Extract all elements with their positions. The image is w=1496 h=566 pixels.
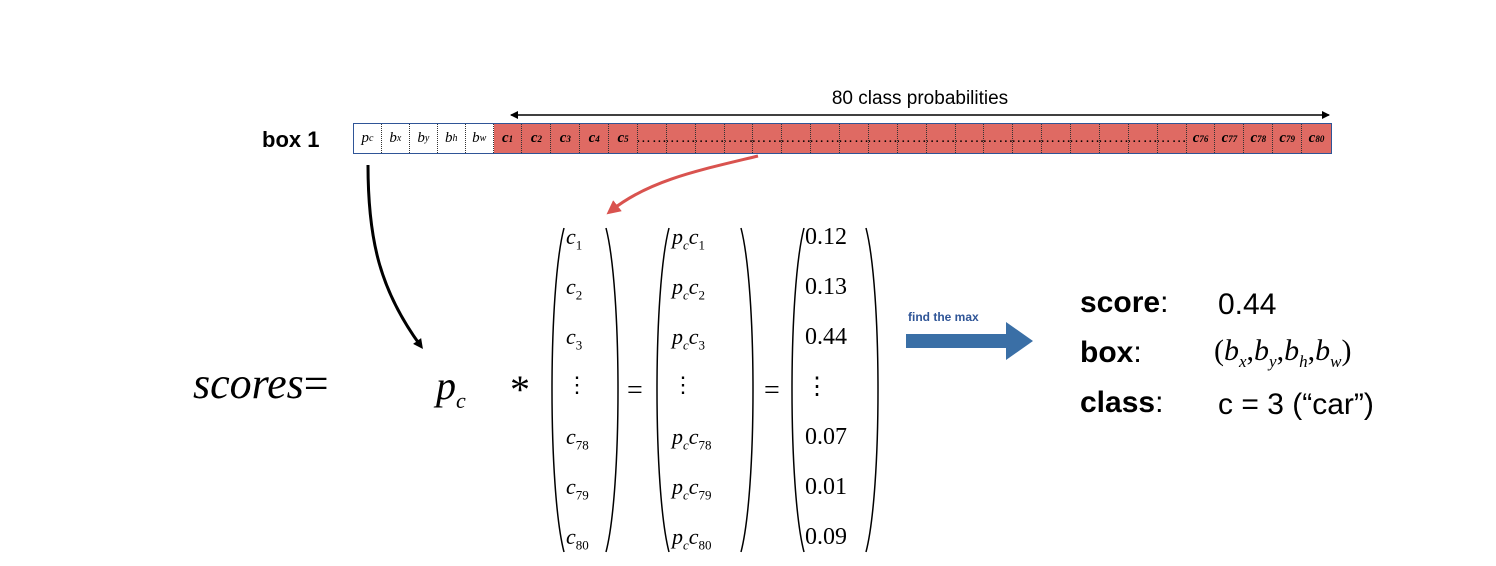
vector-entry: c80	[566, 524, 589, 553]
ellipsis-cell: ……	[1157, 124, 1187, 153]
ellipsis-cell: ……	[666, 124, 696, 153]
vector-entry: c1	[566, 224, 583, 253]
ellipsis-cell: ……	[1099, 124, 1129, 153]
ellipsis-cell: ……	[984, 124, 1014, 153]
class-cell: c 78	[1244, 124, 1274, 153]
vector-entry: 0.07	[805, 424, 847, 450]
ellipsis-cell: ……	[637, 124, 667, 153]
ellipsis-cell: ……	[782, 124, 812, 153]
vector-entry: 0.01	[805, 474, 847, 500]
ellipsis-cell: ……	[955, 124, 985, 153]
ellipsis-cell: ……	[695, 124, 725, 153]
score-value: 0.44	[1218, 288, 1277, 321]
bracket-right-3	[865, 227, 879, 553]
span-label: 80 class probabilities	[831, 88, 1009, 109]
vector-entry: 0.13	[805, 274, 847, 300]
ellipsis-cell: ……	[840, 124, 869, 153]
equals-sign: =	[764, 375, 780, 406]
find-max-arrow	[906, 322, 1033, 360]
pc-symbol: pc	[436, 363, 466, 413]
vector-entry: ⋮	[805, 374, 829, 400]
ellipsis-cell: ……	[811, 124, 841, 153]
box-value: (bx,by,bh,bw)	[1214, 334, 1352, 371]
bracket-left-2	[656, 227, 670, 553]
bracket-right-1	[605, 227, 619, 553]
class-vector: c1 c2 c3 ⋮ c78 c79 c80	[566, 224, 606, 556]
ellipsis-cell: ……	[926, 124, 956, 153]
ellipsis-cell: ……	[1071, 124, 1100, 153]
ellipsis-cell: ……	[868, 124, 898, 153]
pc-arrow	[366, 164, 423, 350]
class-row: class:	[1080, 386, 1164, 419]
class-cell: c 80	[1302, 124, 1331, 153]
class-cell: c 76	[1186, 124, 1216, 153]
ellipsis-cell: ……	[753, 124, 783, 153]
pc-class-vector: pcc1 pcc2 pcc3 ⋮ pcc78 pcc79 pcc80	[672, 224, 752, 556]
class-cell: c 79	[1273, 124, 1303, 153]
multiply-sign: *	[510, 367, 530, 412]
row-label: box 1	[262, 127, 320, 152]
box-row: box:	[1080, 336, 1142, 369]
ellipsis-cell: ……	[897, 124, 927, 153]
ellipsis-cell: ……	[724, 124, 754, 153]
vector-entry: pcc1	[672, 224, 706, 253]
equals-sign: =	[627, 375, 643, 406]
class-value: c = 3 (“car”)	[1218, 388, 1374, 421]
vector-entry: pcc78	[672, 424, 712, 453]
find-max-label: find the max	[908, 310, 979, 324]
vector-entry: pcc80	[672, 524, 712, 553]
score-vector: 0.12 0.13 0.44 ⋮ 0.07 0.01 0.09	[805, 224, 875, 556]
bracket-left-3	[791, 227, 805, 553]
vector-entry: pcc3	[672, 324, 706, 353]
class-arrow	[606, 154, 759, 215]
vector-entry: 0.12	[805, 224, 847, 250]
ellipsis-cell: ……	[1042, 124, 1072, 153]
box-key: box	[1080, 336, 1134, 369]
vector-entry: 0.44	[805, 324, 847, 350]
vector-entry: c78	[566, 424, 589, 453]
bracket-right-2	[740, 227, 754, 553]
vector-entry: pcc2	[672, 274, 706, 303]
class-key: class	[1080, 386, 1156, 419]
probability-strip: p c b x b y b h b w c 1 c 2 c 3 c 4 c 5………………………………………………………	[353, 123, 1332, 154]
score-key: score	[1080, 286, 1161, 319]
vector-entry: c79	[566, 474, 589, 503]
bracket-left-1	[551, 227, 565, 553]
class-cell: c 77	[1215, 124, 1245, 153]
scores-label: scores=	[193, 359, 329, 408]
vector-entry: ⋮	[566, 372, 588, 397]
score-row: score:	[1080, 286, 1169, 319]
vector-entry: ⋮	[672, 372, 694, 397]
vector-entry: 0.09	[805, 524, 847, 550]
vector-entry: pcc79	[672, 474, 712, 503]
vector-entry: c3	[566, 324, 583, 353]
vector-entry: c2	[566, 274, 583, 303]
ellipsis-cell: ……	[1013, 124, 1043, 153]
ellipsis-cell: ……	[1128, 124, 1158, 153]
